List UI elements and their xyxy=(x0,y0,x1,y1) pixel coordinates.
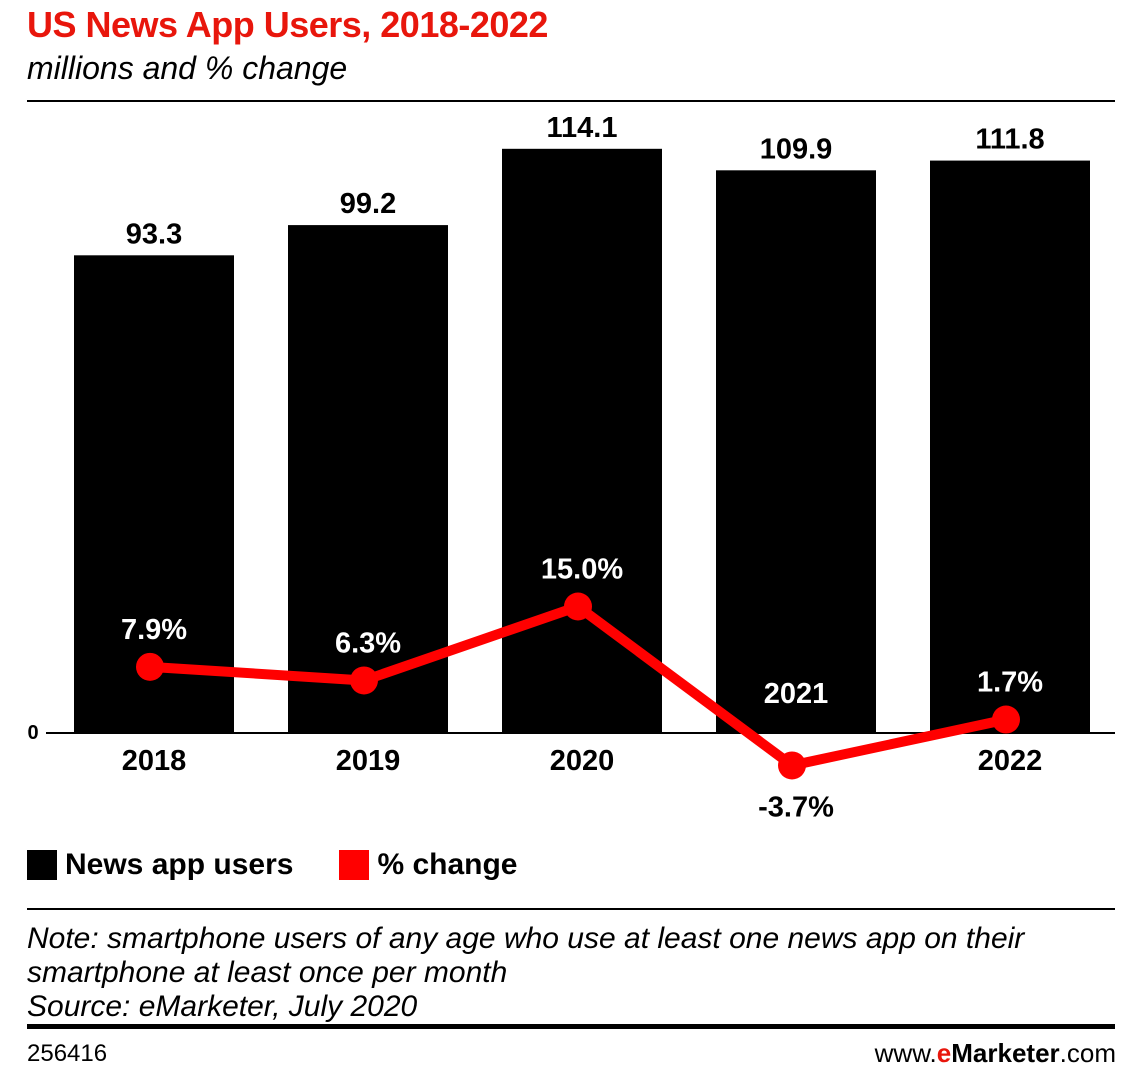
x-tick-label-2020: 2020 xyxy=(550,745,615,777)
bar-2020 xyxy=(502,148,662,734)
percent-change-point-2019 xyxy=(350,666,378,695)
brand-suffix: .com xyxy=(1059,1038,1116,1068)
bottom-rule xyxy=(27,1024,1115,1029)
bar-2021 xyxy=(716,170,876,733)
percent-change-label-2020: 15.0% xyxy=(541,554,623,586)
percent-change-point-2021 xyxy=(778,751,806,780)
bar-2018 xyxy=(74,255,234,733)
x-tick-label-2018: 2018 xyxy=(122,745,187,777)
bar-value-label-2021: 109.9 xyxy=(760,133,833,165)
chart-id: 256416 xyxy=(27,1040,108,1067)
footnote: Note: smartphone users of any age who us… xyxy=(27,922,1122,1024)
brand-e: e xyxy=(936,1038,952,1068)
x-tick-label-2022: 2022 xyxy=(978,745,1043,777)
y-tick-label-0: 0 xyxy=(27,722,38,744)
percent-change-point-2018 xyxy=(136,652,164,681)
top-rule xyxy=(27,100,1115,102)
legend-swatch-percent-change xyxy=(339,850,370,880)
note-text: Note: smartphone users of any age who us… xyxy=(27,922,1025,989)
percent-change-label-2019: 6.3% xyxy=(335,627,401,659)
brand-link[interactable]: www.eMarketer.com xyxy=(875,1038,1116,1069)
bar-2022 xyxy=(930,160,1090,734)
chart-title: US News App Users, 2018-2022 xyxy=(27,4,548,45)
percent-change-label-2022: 1.7% xyxy=(977,667,1043,699)
bar-2019 xyxy=(288,225,448,733)
percent-change-label-2021: -3.7% xyxy=(758,791,834,823)
brand-name: Marketer xyxy=(951,1038,1060,1068)
percent-change-point-2020 xyxy=(564,592,592,621)
bar-value-label-2019: 99.2 xyxy=(340,188,396,220)
legend-label-percent-change: % change xyxy=(377,848,518,881)
legend-item-news-app-users: News app users xyxy=(27,848,293,882)
brand-prefix: www. xyxy=(874,1038,937,1068)
legend-swatch-news-app-users xyxy=(27,850,57,880)
bar-value-label-2018: 93.3 xyxy=(126,218,182,250)
legend-label-news-app-users: News app users xyxy=(65,848,294,881)
note-rule xyxy=(27,908,1115,910)
source-text: Source: eMarketer, July 2020 xyxy=(27,990,418,1023)
bar-value-label-2022: 111.8 xyxy=(975,124,1044,156)
x-tick-label-2019: 2019 xyxy=(336,745,401,777)
percent-change-label-2018: 7.9% xyxy=(121,614,187,646)
legend-item-percent-change: % change xyxy=(339,848,517,882)
chart-subtitle: millions and % change xyxy=(27,50,348,86)
percent-change-point-2022 xyxy=(992,705,1020,734)
chart-area: 93.3 99.2 114.1 109.9 111.8 0 7.9% 6.3% 15.0% -3.… xyxy=(27,112,1115,823)
bar-value-label-2020: 114.1 xyxy=(547,112,618,144)
legend: News app users % change xyxy=(27,848,563,882)
x-tick-label-2021: 2021 xyxy=(764,678,829,710)
